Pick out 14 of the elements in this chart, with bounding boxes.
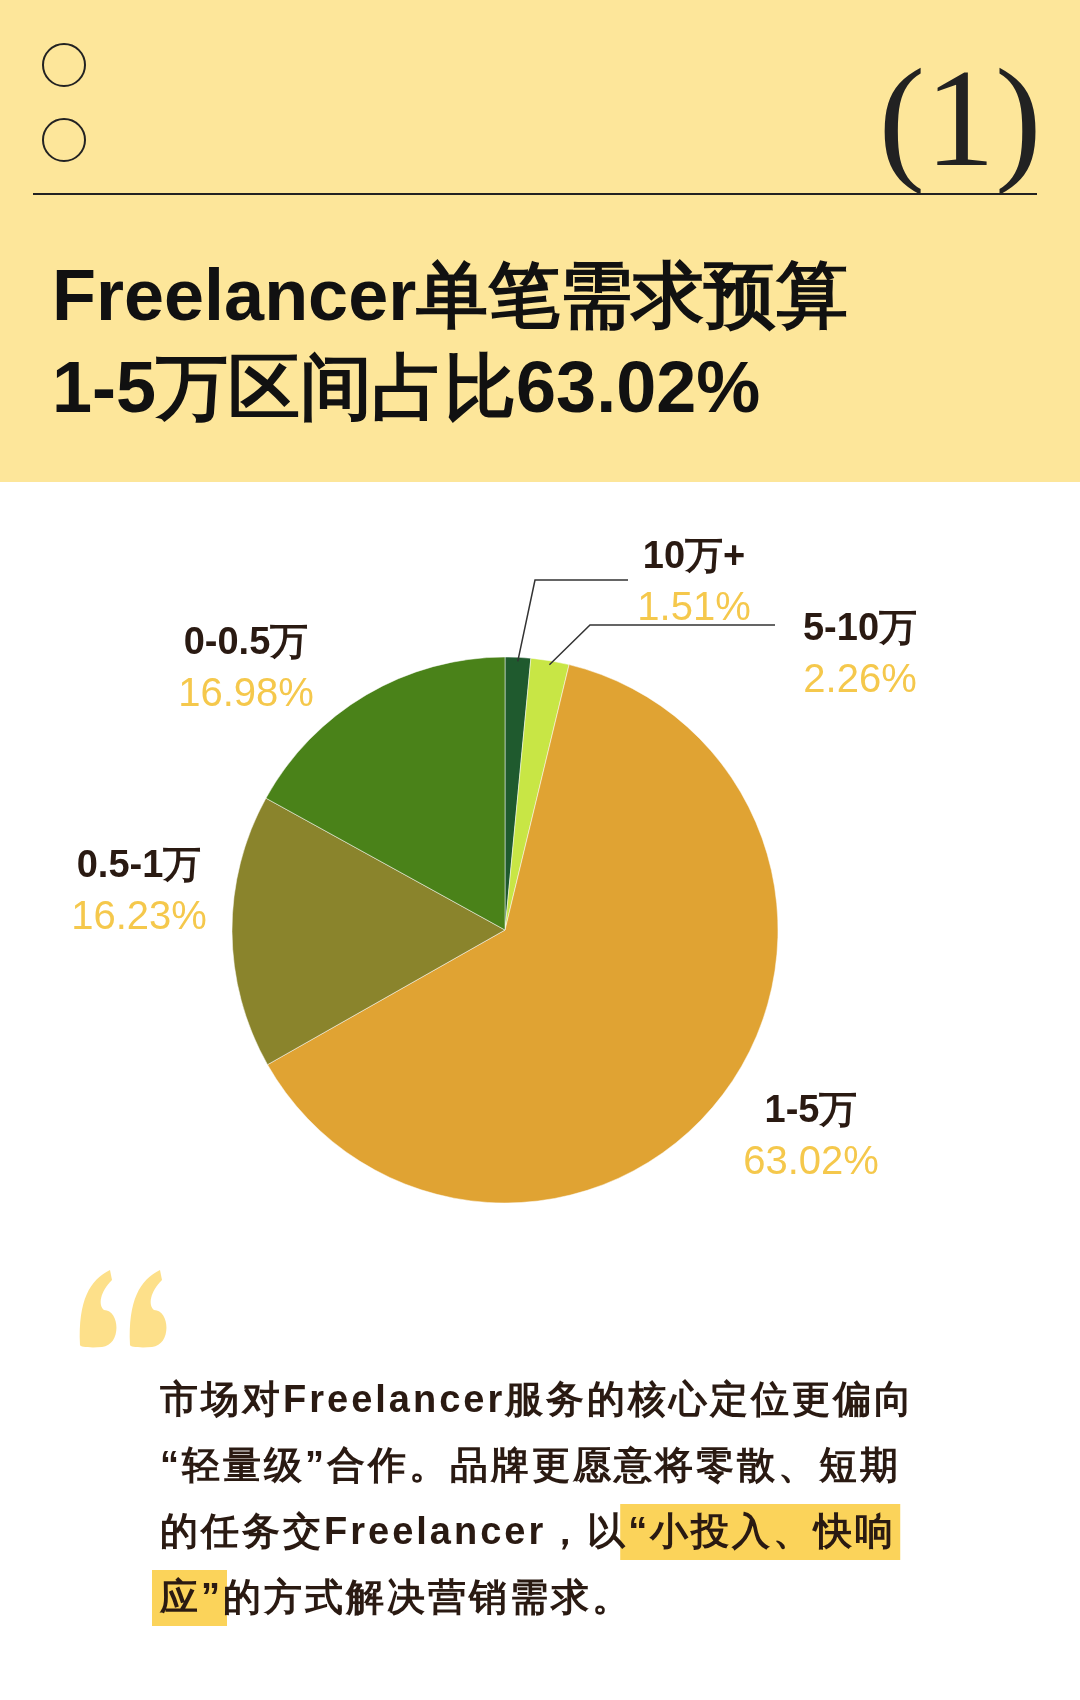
- slice-label: 5-10万: [802, 606, 918, 648]
- slice-label: 10万+: [642, 534, 746, 576]
- data-label: 16.23%: [71, 893, 207, 937]
- text: “轻量级”合作。品牌更愿意将零散、短期: [160, 1444, 901, 1486]
- data-label: 63.02%: [743, 1138, 879, 1182]
- text: 市场对Freelancer服务的核心定位更偏向: [160, 1378, 916, 1420]
- chart-title: Freelancer单笔需求预算 1-5万区间占比63.02%: [52, 255, 849, 427]
- text: (1): [878, 40, 1042, 195]
- slice-label: 0.5-1万: [76, 843, 202, 885]
- slice-label: 0-0.5万: [183, 620, 309, 662]
- data-label: 16.98%: [178, 670, 314, 714]
- data-label: 2.26%: [803, 656, 917, 700]
- slice-label: 1-5万: [764, 1088, 858, 1130]
- data-label: 1.51%: [637, 584, 751, 628]
